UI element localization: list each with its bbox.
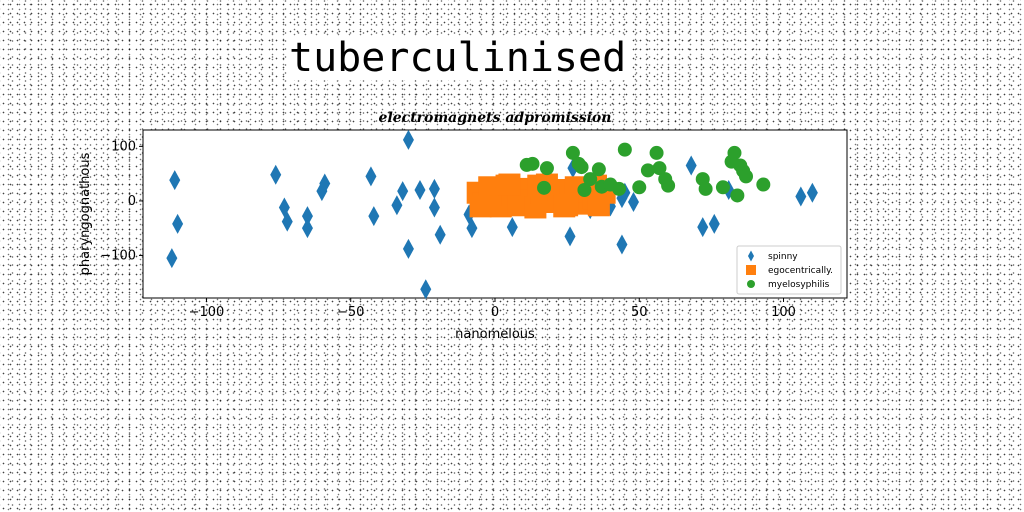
y-tick-label: 100 (111, 139, 136, 154)
data-point (281, 211, 293, 232)
data-point (301, 206, 313, 227)
data-point (715, 180, 730, 195)
legend-label: egocentrically. (768, 266, 833, 276)
x-tick-label: −50 (337, 305, 364, 320)
data-point (466, 218, 478, 239)
data-point (617, 142, 632, 157)
y-tick-label: −100 (100, 248, 136, 263)
data-point (747, 250, 755, 262)
data-point (169, 170, 181, 191)
data-point (795, 186, 807, 207)
data-point (414, 180, 426, 200)
x-tick-label: −100 (189, 305, 225, 320)
x-axis-label: nanomelous (455, 327, 535, 342)
data-point (301, 218, 313, 239)
data-point (577, 183, 592, 197)
series-myelosyphilis (519, 142, 771, 203)
x-tick-label: 100 (771, 305, 796, 320)
data-point (612, 181, 627, 196)
data-point (661, 178, 676, 193)
data-point (397, 181, 409, 202)
x-tick-label: 50 (631, 305, 648, 320)
data-point (556, 194, 579, 217)
data-point (632, 180, 647, 195)
data-point (698, 181, 713, 196)
data-point (747, 280, 755, 288)
data-point (319, 173, 331, 194)
data-point (539, 161, 554, 176)
page-title: tuberculinised (287, 35, 629, 81)
data-point (697, 217, 709, 238)
data-points (166, 129, 818, 300)
axis-ticks: −100 −50 0 50 100 −100 0 100 (100, 139, 796, 320)
data-point (402, 238, 414, 259)
data-point (391, 195, 403, 216)
data-point (172, 213, 184, 234)
x-tick-label: 0 (491, 305, 499, 320)
data-point (166, 248, 178, 269)
data-point (756, 177, 771, 192)
data-point (537, 180, 552, 195)
y-tick-label: 0 (128, 194, 136, 209)
data-point (525, 156, 540, 171)
data-point (564, 226, 576, 247)
data-point (428, 197, 440, 218)
legend-label: spinny (768, 252, 798, 262)
data-point (591, 162, 606, 177)
data-point (428, 178, 440, 199)
data-point (727, 145, 742, 160)
data-point (574, 160, 589, 175)
data-point (368, 206, 380, 227)
data-point (640, 163, 655, 178)
data-point (506, 217, 518, 238)
y-axis-label: pharyngognathous (78, 152, 93, 275)
chart-legend: spinny egocentrically. myelosyphilis (736, 245, 842, 295)
data-point (270, 164, 282, 185)
data-point (365, 166, 377, 187)
data-point (685, 155, 697, 176)
data-point (730, 188, 745, 203)
data-point (649, 145, 664, 160)
data-point (627, 192, 639, 212)
data-point (434, 224, 446, 245)
chart-title: electromagnets adpromission (379, 110, 612, 126)
data-point (420, 279, 432, 300)
data-point (402, 129, 414, 150)
legend-box (736, 245, 842, 295)
data-point (739, 169, 754, 184)
data-point (616, 234, 628, 255)
data-point (708, 213, 720, 234)
legend-label: myelosyphilis (768, 280, 830, 290)
data-point (652, 161, 667, 176)
data-point (565, 145, 580, 160)
data-point (746, 265, 756, 275)
data-point (469, 195, 492, 218)
data-point (498, 173, 521, 196)
data-point (583, 172, 598, 187)
data-point (806, 182, 818, 203)
